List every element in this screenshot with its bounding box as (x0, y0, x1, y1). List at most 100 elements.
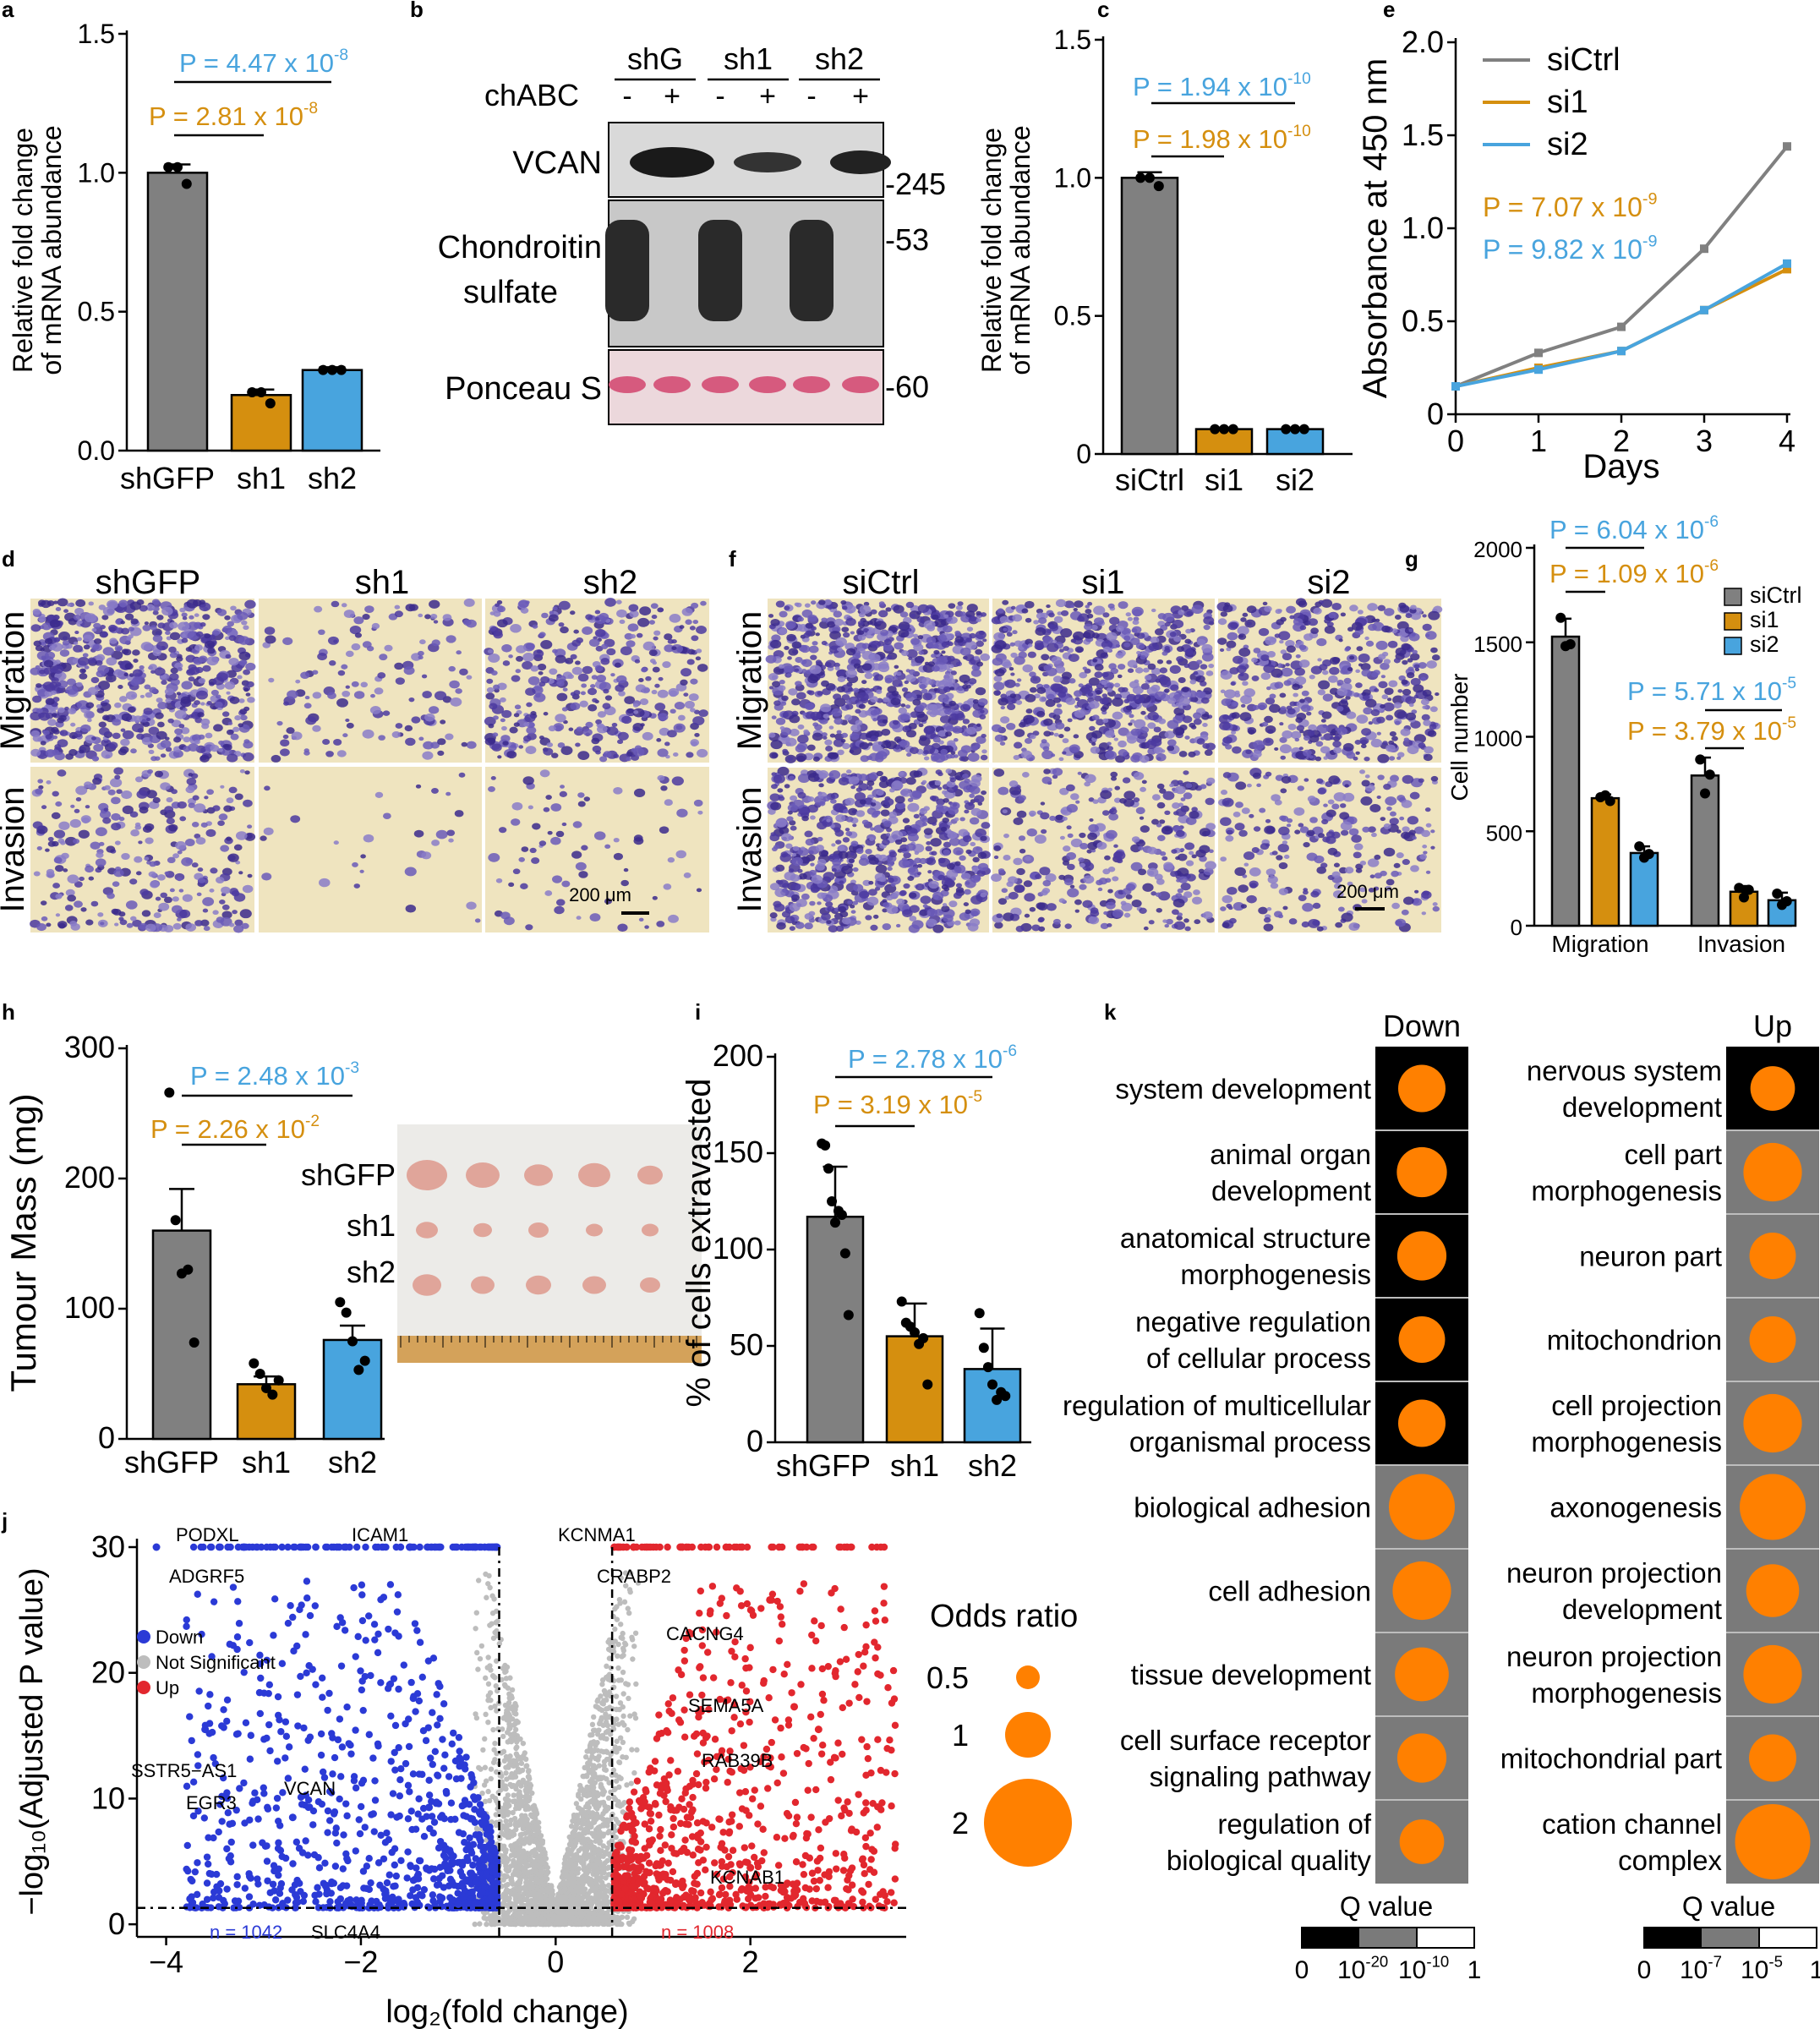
cell (950, 708, 955, 713)
cell (1205, 742, 1216, 751)
cell (613, 852, 623, 861)
cell (1371, 832, 1377, 838)
cell (1274, 747, 1279, 751)
cell (810, 711, 822, 720)
cell (771, 715, 777, 719)
cell (575, 660, 581, 665)
cell (779, 664, 784, 669)
cell (901, 687, 909, 692)
cell (55, 606, 62, 612)
cell (203, 926, 210, 932)
cell (1090, 907, 1099, 914)
cell (99, 810, 112, 819)
cell (1082, 666, 1087, 670)
cell (1195, 675, 1205, 683)
cell (683, 872, 691, 878)
cell (1391, 902, 1401, 910)
cell (1139, 907, 1147, 914)
cell (36, 651, 49, 660)
cell (1174, 785, 1186, 795)
cell (525, 924, 533, 931)
cell (1062, 816, 1068, 821)
data-point (256, 386, 266, 397)
cell (975, 686, 987, 696)
cell (940, 826, 948, 832)
cell (1358, 653, 1370, 663)
cell (57, 707, 65, 714)
cell (880, 629, 888, 637)
cell (1331, 871, 1341, 878)
cell (1113, 850, 1126, 861)
cell (121, 852, 130, 861)
cell (1203, 624, 1211, 631)
cell (1276, 855, 1283, 861)
cell (157, 721, 165, 728)
cell (858, 857, 870, 867)
cell (111, 650, 123, 660)
cell (920, 895, 932, 905)
cell (1129, 681, 1140, 689)
cell (959, 780, 970, 790)
cell (1003, 854, 1011, 861)
cell (1238, 633, 1247, 640)
cell (941, 905, 950, 913)
cell (948, 642, 954, 647)
cell (1327, 847, 1338, 856)
cell (186, 777, 197, 785)
cell (1117, 664, 1126, 670)
cell (1051, 656, 1063, 664)
cell (85, 919, 94, 926)
cell (304, 695, 310, 700)
cell (458, 772, 466, 778)
cell (455, 688, 462, 694)
cell (1253, 826, 1261, 832)
cell (1048, 624, 1054, 628)
series-marker (1783, 265, 1791, 274)
cell (664, 741, 670, 747)
cell (282, 734, 289, 740)
cell (515, 669, 522, 674)
cell (838, 845, 845, 851)
cell (843, 808, 849, 814)
cell (617, 739, 624, 745)
cell (570, 702, 581, 710)
condition-label: sh2 (583, 564, 638, 601)
cell (83, 634, 93, 643)
cell (1295, 654, 1301, 659)
cell (210, 867, 218, 874)
cell (1380, 675, 1386, 679)
cell (874, 674, 883, 681)
cell (1113, 682, 1121, 688)
cell (853, 883, 864, 892)
cell (784, 784, 790, 789)
cell (1329, 666, 1340, 675)
cell (1420, 676, 1426, 681)
cell (923, 756, 930, 761)
cell (919, 684, 926, 690)
cell (870, 827, 875, 831)
cell (825, 683, 836, 691)
cell (1261, 721, 1269, 727)
cell (134, 776, 144, 783)
cell (142, 721, 150, 727)
cell (977, 697, 988, 706)
cell (194, 613, 199, 617)
data-point (1227, 424, 1238, 435)
cell (241, 620, 248, 626)
cell (448, 665, 456, 672)
cell (909, 905, 920, 913)
cell (1107, 889, 1113, 894)
cell (794, 668, 800, 672)
cell (611, 722, 618, 727)
cell (639, 606, 652, 616)
cell (188, 664, 197, 671)
cell (1264, 825, 1276, 834)
cell (85, 702, 95, 708)
cell (1222, 922, 1230, 928)
cell (993, 855, 999, 860)
cell (1219, 721, 1231, 730)
cell (157, 874, 166, 881)
cell (594, 628, 606, 637)
cell (617, 923, 628, 932)
cell (651, 689, 658, 695)
